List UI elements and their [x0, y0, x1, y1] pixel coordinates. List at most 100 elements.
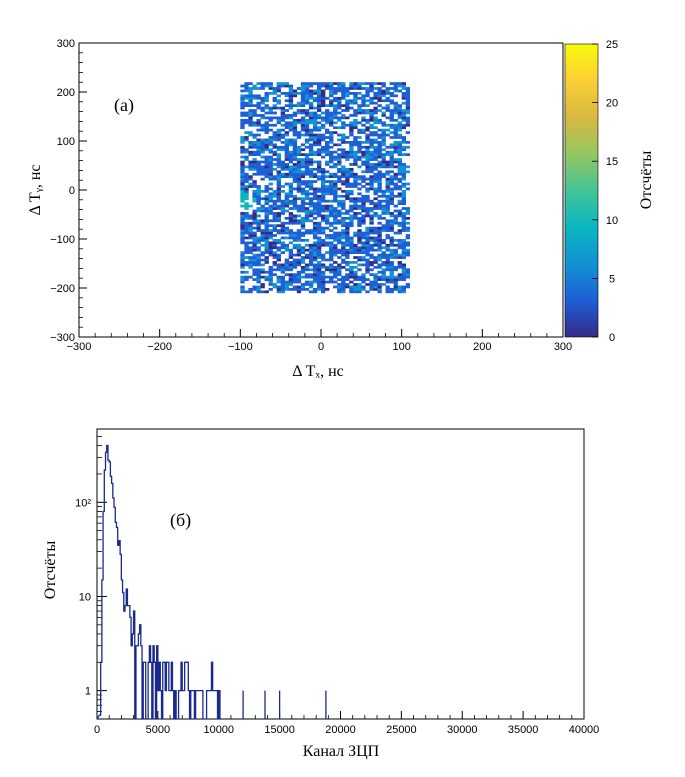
heatmap-cell — [389, 280, 394, 284]
heatmap-cell — [276, 248, 281, 252]
heatmap-cell — [393, 87, 398, 90]
heatmap-cell — [381, 133, 386, 137]
heatmap-cell — [333, 285, 338, 289]
heatmap-cell — [357, 216, 362, 220]
heatmap-cell — [361, 199, 366, 203]
heatmap-cell — [341, 138, 346, 142]
heatmap-cell — [341, 170, 346, 174]
heatmap-cell — [280, 190, 285, 193]
heatmap-cell — [244, 207, 249, 210]
heatmap-cell — [268, 82, 273, 85]
heatmap-cell — [397, 163, 402, 166]
heatmap-cell — [341, 219, 346, 223]
heatmap-cell — [357, 121, 362, 125]
heatmap-cell — [252, 133, 257, 137]
heatmap-cell — [369, 288, 374, 291]
heatmap-cell — [389, 241, 394, 245]
heatmap-cell — [280, 207, 285, 210]
heatmap-cell — [256, 241, 261, 245]
heatmap-cell — [349, 199, 354, 203]
heatmap-cell — [341, 182, 346, 186]
heatmap-cell — [389, 111, 394, 115]
heatmap-cell — [284, 143, 290, 147]
heatmap-cell — [292, 273, 298, 277]
heatmap-cell — [381, 204, 386, 208]
heatmap-cell — [401, 207, 406, 210]
heatmap-cell — [349, 106, 354, 110]
heatmap-cell — [300, 221, 306, 225]
heatmap-cell — [405, 285, 411, 289]
heatmap-cell — [308, 268, 314, 272]
heatmap-cell — [248, 153, 253, 156]
heatmap-cell — [260, 290, 265, 294]
heatmap-cell — [329, 182, 334, 186]
heatmap-cell — [401, 96, 406, 100]
heatmap-cell — [393, 101, 398, 105]
heatmap-cell — [357, 165, 362, 169]
heatmap-cell — [300, 143, 306, 147]
heatmap-cell — [280, 133, 285, 137]
heatmap-cell — [316, 251, 322, 254]
heatmap-cell — [397, 167, 402, 171]
heatmap-cell — [329, 241, 334, 245]
heatmap-cell — [381, 128, 386, 132]
heatmap-cell — [325, 187, 330, 191]
heatmap-cell — [300, 121, 306, 125]
heatmap-cell — [397, 160, 402, 164]
heatmap-cell — [377, 231, 382, 235]
heatmap-cell — [385, 153, 390, 156]
heatmap-cell — [256, 148, 261, 152]
heatmap-cell — [308, 145, 314, 149]
heatmap-cell — [357, 84, 362, 88]
heatmap-cell — [256, 246, 261, 250]
heatmap-cell — [264, 141, 269, 144]
heatmap-cell — [316, 187, 322, 191]
heatmap-cell — [401, 248, 406, 252]
heatmap-cell — [240, 172, 245, 176]
heatmap-cell — [316, 128, 322, 132]
heatmap-cell — [292, 111, 298, 115]
heatmap-cell — [353, 175, 358, 179]
heatmap-cell — [361, 278, 366, 281]
heatmap-cell — [264, 202, 269, 205]
heatmap-cell — [260, 263, 265, 267]
heatmap-cell — [397, 128, 402, 132]
heatmap-cell — [385, 212, 390, 215]
heatmap-cell — [272, 143, 277, 147]
heatmap-cell — [296, 150, 302, 154]
heatmap-cell — [345, 99, 350, 103]
heatmap-cell — [389, 123, 394, 127]
heatmap-cell — [333, 175, 338, 179]
x-tick-label: 15000 — [264, 724, 295, 736]
heatmap-cell — [361, 216, 366, 220]
heatmap-cell — [341, 109, 346, 112]
heatmap-cell — [300, 96, 306, 100]
heatmap-cell — [296, 290, 302, 294]
heatmap-cell — [341, 96, 346, 100]
heatmap-cell — [316, 275, 322, 279]
heatmap-cell — [284, 221, 290, 225]
heatmap-cell — [397, 265, 402, 269]
heatmap-cell — [316, 101, 322, 105]
heatmap-cell — [280, 167, 285, 171]
heatmap-cell — [288, 231, 294, 235]
heatmap-cell — [329, 153, 334, 156]
heatmap-cell — [405, 141, 411, 144]
heatmap-cell — [381, 251, 386, 254]
heatmap-cell — [321, 148, 326, 152]
heatmap-cell — [381, 278, 386, 281]
heatmap-cell — [260, 219, 265, 223]
heatmap-cell — [337, 285, 342, 289]
heatmap-cell — [381, 212, 386, 215]
heatmap-cell — [385, 165, 390, 169]
heatmap-cell — [345, 87, 350, 90]
heatmap-cell — [264, 194, 269, 198]
heatmap-cell — [268, 187, 273, 191]
heatmap-cell — [304, 273, 310, 277]
heatmap-cell — [385, 236, 390, 240]
heatmap-cell — [353, 275, 358, 279]
heatmap-cell — [272, 226, 277, 230]
heatmap-cell — [260, 128, 265, 132]
heatmap-cell — [393, 133, 398, 137]
heatmap-cell — [381, 158, 386, 161]
